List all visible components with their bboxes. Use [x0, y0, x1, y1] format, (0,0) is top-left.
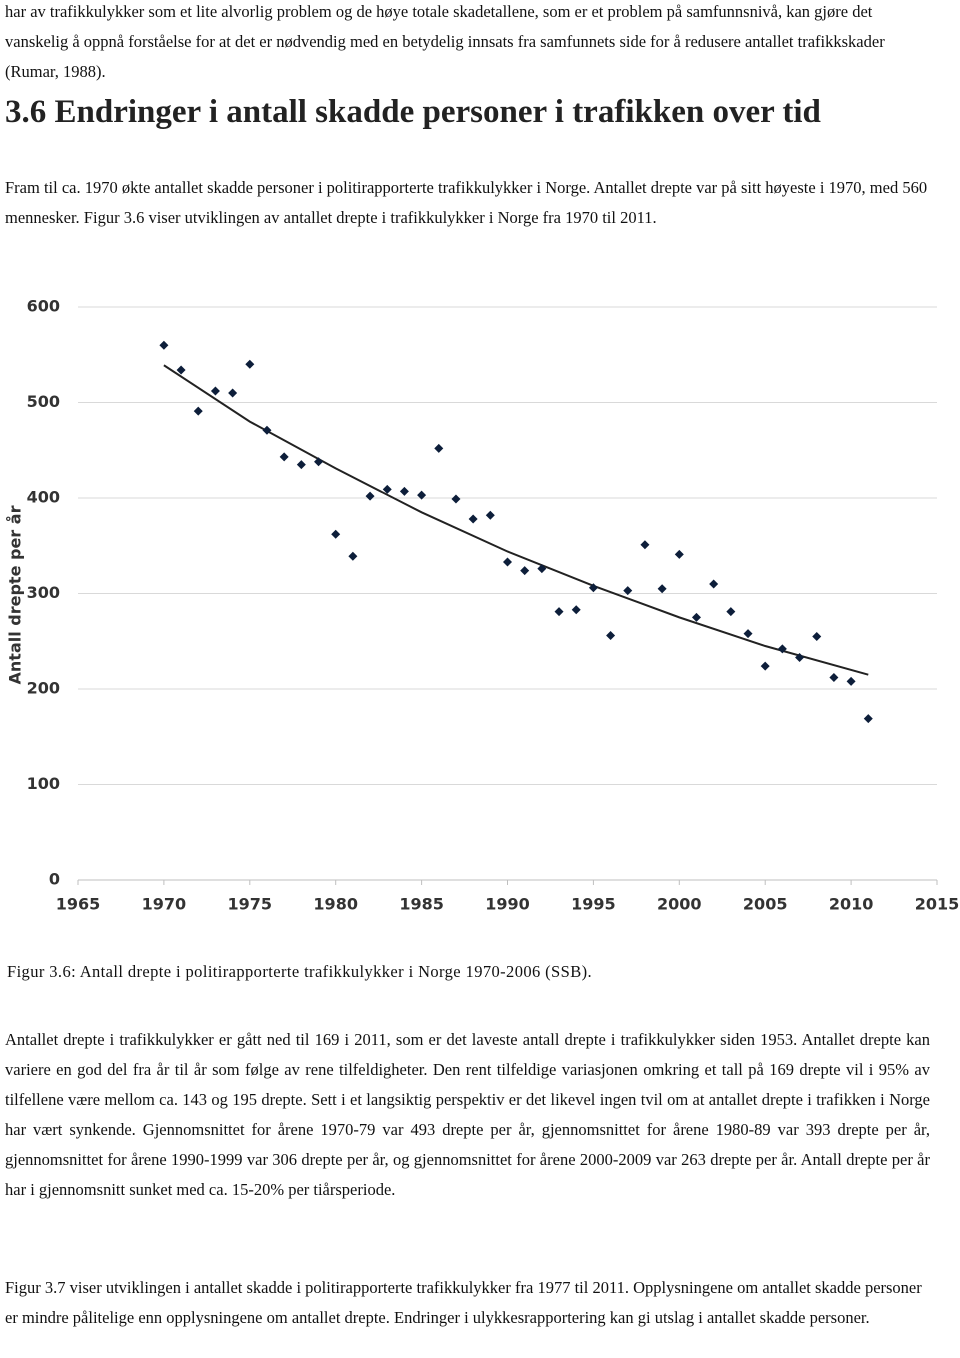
- data-point: [159, 340, 169, 350]
- paragraph: har av trafikkulykker som et lite alvorl…: [5, 2, 885, 81]
- data-point: [468, 514, 478, 524]
- data-point: [691, 612, 701, 622]
- data-point: [503, 557, 512, 567]
- y-tick-label: 400: [27, 488, 60, 507]
- y-tick-label: 500: [27, 392, 60, 411]
- paragraph: Figur 3.7 viser utviklingen i antallet s…: [5, 1278, 922, 1327]
- x-tick-label: 2015: [915, 895, 960, 914]
- x-tick-label: 1985: [399, 895, 444, 914]
- data-point: [331, 529, 341, 539]
- y-axis-title: Antall drepte per år: [6, 505, 25, 684]
- data-point: [623, 586, 633, 596]
- data-point: [743, 629, 753, 639]
- y-tick-label: 0: [49, 870, 60, 889]
- data-point: [674, 549, 684, 559]
- data-point: [262, 425, 272, 435]
- data-point: [228, 388, 238, 398]
- section-heading: 3.6 Endringer i antall skadde personer i…: [5, 94, 821, 130]
- y-tick-label: 300: [27, 583, 60, 602]
- data-point: [709, 579, 719, 589]
- x-tick-label: 2005: [743, 895, 788, 914]
- data-point: [485, 510, 495, 520]
- data-point: [314, 457, 324, 467]
- x-tick-label: 1995: [571, 895, 616, 914]
- data-point: [382, 484, 392, 494]
- data-point: [520, 566, 530, 576]
- data-point: [296, 460, 306, 470]
- data-point: [640, 540, 650, 550]
- data-point: [863, 714, 873, 724]
- y-tick-label: 200: [27, 679, 60, 698]
- data-point: [829, 673, 839, 683]
- data-point: [399, 486, 409, 496]
- figure-caption: Figur 3.6: Antall drepte i politirapport…: [7, 962, 593, 981]
- data-point: [777, 644, 787, 654]
- chart: Antall drepte per år 0 100 200 300 400 500 600…: [6, 297, 960, 914]
- x-tick-label: 2000: [657, 895, 702, 914]
- data-point: [176, 365, 186, 375]
- data-point: [726, 607, 736, 617]
- x-tick-label: 1975: [228, 895, 273, 914]
- data-point: [795, 652, 805, 662]
- data-point: [279, 452, 289, 462]
- x-tick-label: 1965: [56, 895, 101, 914]
- data-point: [210, 386, 220, 396]
- y-tick-label: 100: [27, 774, 60, 793]
- data-point: [606, 631, 616, 641]
- data-point: [846, 676, 856, 686]
- data-point: [657, 584, 667, 594]
- data-point: [451, 494, 461, 504]
- data-point: [760, 661, 770, 671]
- x-tick-label: 1980: [313, 895, 358, 914]
- trend-line: [163, 364, 869, 676]
- data-point: [571, 605, 581, 615]
- x-tick-label: 1970: [142, 895, 187, 914]
- data-point: [588, 583, 598, 593]
- x-tick-label: 1990: [485, 895, 530, 914]
- data-point: [554, 607, 564, 617]
- data-point: [434, 443, 444, 453]
- data-point: [348, 551, 358, 561]
- y-tick-label: 600: [27, 297, 60, 316]
- paragraph: Antallet drepte i trafikkulykker er gått…: [5, 1030, 930, 1199]
- data-point: [812, 631, 822, 641]
- data-point: [193, 406, 203, 416]
- data-point: [417, 490, 427, 500]
- data-point: [365, 491, 375, 501]
- x-tick-label: 2010: [829, 895, 874, 914]
- paragraph: Fram til ca. 1970 økte antallet skadde p…: [5, 178, 928, 227]
- data-point: [537, 564, 547, 574]
- data-point: [245, 359, 255, 369]
